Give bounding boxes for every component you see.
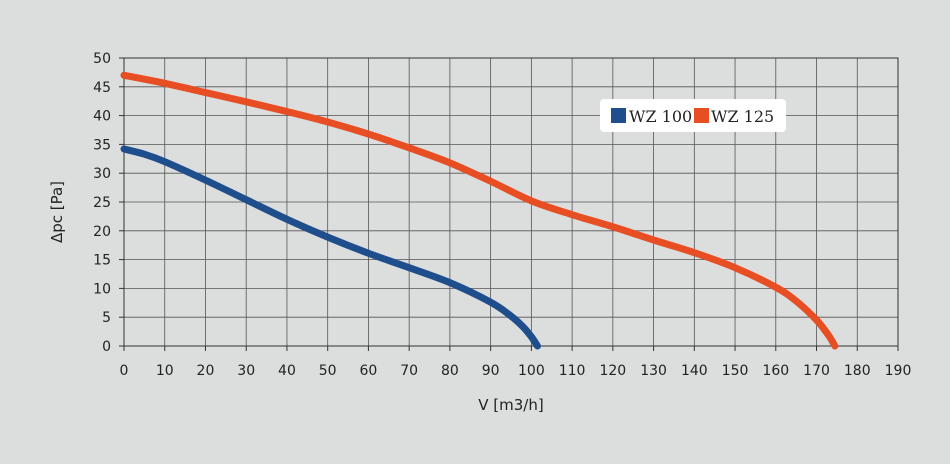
x-tick-labels: 0 10 20 30 40 50 60 70 80 90 100 110 120 130 140 150 160… [120, 363, 912, 379]
x-tick-label: 20 [197, 363, 215, 379]
x-tick-label: 170 [803, 363, 830, 379]
y-tick-label: 0 [102, 339, 111, 355]
y-tick-label: 30 [93, 166, 111, 182]
series-lines [120, 71, 839, 350]
y-axis-label: Δpc [Pa] [48, 181, 66, 243]
x-tick-label: 150 [722, 363, 749, 379]
x-tick-label: 160 [762, 363, 789, 379]
x-tick-label: 90 [482, 363, 500, 379]
legend-label: WZ 125 [711, 107, 774, 126]
x-tick-label: 130 [640, 363, 667, 379]
x-tick-label: 50 [319, 363, 337, 379]
x-tick-label: 120 [599, 363, 626, 379]
plot-frame [123, 57, 899, 347]
x-axis-label: V [m3/h] [478, 396, 543, 414]
y-tick-label: 50 [93, 51, 111, 67]
y-tick-label: 15 [93, 253, 111, 269]
x-tick-label: 60 [360, 363, 378, 379]
x-tick-label: 80 [441, 363, 459, 379]
legend-swatch [694, 108, 709, 123]
legend-box [600, 99, 786, 132]
x-tick-label: 30 [237, 363, 255, 379]
x-tick-label: 190 [885, 363, 912, 379]
x-tick-label: 10 [156, 363, 174, 379]
y-tick-labels: 0 5 10 15 20 25 30 35 40 45 50 [93, 51, 111, 355]
x-tick-label: 140 [681, 363, 708, 379]
x-tick-label: 70 [400, 363, 418, 379]
series-line-wz100 [120, 145, 541, 350]
legend: WZ 100 WZ 125 [600, 99, 786, 132]
x-tick-label: 100 [518, 363, 545, 379]
series-line-wz125 [120, 71, 839, 350]
legend-swatch [611, 108, 626, 123]
x-tick-label: 40 [278, 363, 296, 379]
y-tick-label: 20 [93, 224, 111, 240]
legend-label: WZ 100 [629, 107, 692, 126]
y-tick-label: 35 [93, 137, 111, 153]
x-tick-label: 110 [559, 363, 586, 379]
x-tick-label: 180 [844, 363, 871, 379]
y-tick-label: 45 [93, 80, 111, 96]
y-tick-label: 5 [102, 310, 111, 326]
y-tick-label: 40 [93, 109, 111, 125]
x-tick-label: 0 [120, 363, 129, 379]
y-tick-label: 25 [93, 195, 111, 211]
y-tick-label: 10 [93, 281, 111, 297]
